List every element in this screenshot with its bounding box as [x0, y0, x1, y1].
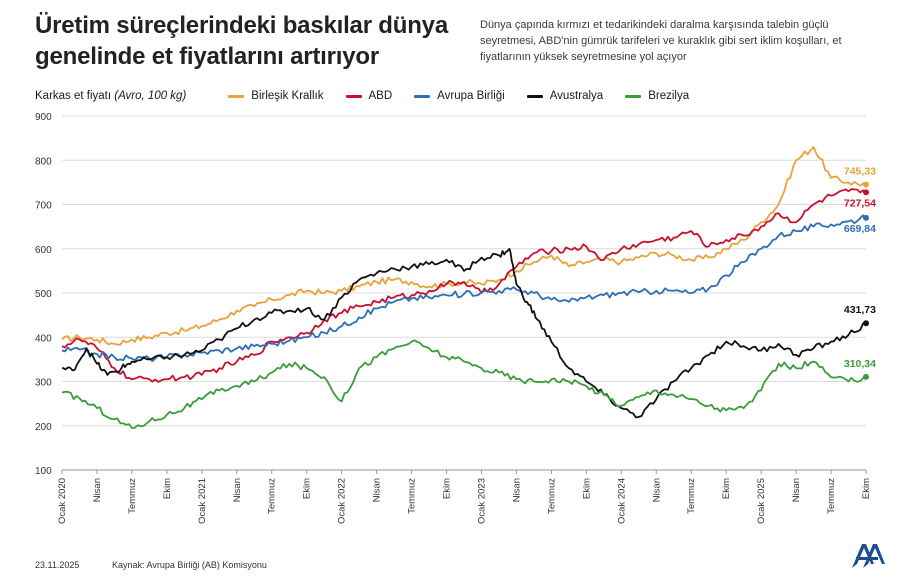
x-tick-label: Ocak 2020 — [57, 478, 68, 524]
legend-item: Brezilya — [625, 90, 689, 102]
x-tick-label: Ekim — [581, 478, 592, 499]
legend-swatch — [526, 94, 543, 98]
legend-swatch — [414, 94, 431, 98]
series-end-label: 745,33 — [844, 165, 876, 177]
x-tick-label: Ekim — [302, 478, 313, 499]
series-end-marker — [863, 214, 869, 221]
footer-date: 23.11.2025 — [35, 560, 80, 570]
y-tick-label: 400 — [35, 333, 52, 344]
legend-swatch — [228, 94, 245, 98]
aa-logo — [852, 544, 885, 568]
chart-subtitle: Dünya çapında kırmızı et tedarikindeki d… — [480, 19, 842, 63]
series-line-abd — [61, 188, 867, 383]
series-line-avustralya — [62, 247, 867, 419]
series-end-marker — [863, 181, 869, 188]
x-tick-label: Ocak 2022 — [337, 478, 348, 524]
x-tick-label: Ekim — [861, 478, 872, 499]
series-end-marker — [863, 189, 869, 196]
x-tick-label: Nisan — [651, 478, 662, 502]
footer-source: Kaynak: Avrupa Birliği (AB) Komisyonu — [112, 560, 267, 570]
legend-label: Brezilya — [648, 90, 690, 102]
legend-item: Avrupa Birliği — [414, 90, 505, 102]
legend-items: Birleşik Krallık ABD Avrupa Birliği Avustra… — [228, 90, 711, 102]
x-tick-label: Nisan — [92, 478, 103, 502]
x-tick-label: Temmuz — [686, 478, 697, 514]
x-tick-label: Temmuz — [127, 478, 138, 514]
series-line-birle-ik-krall-k — [61, 146, 867, 346]
legend-label: Avrupa Birliği — [437, 90, 505, 102]
series-end-marker — [863, 373, 869, 380]
series-end-label: 310,34 — [844, 358, 876, 370]
x-tick-label: Temmuz — [546, 478, 557, 514]
y-tick-label: 600 — [35, 245, 52, 256]
chart-title: Üretim süreçlerindeki baskılar dünya gen… — [35, 12, 448, 70]
x-tick-label: Ekim — [162, 478, 173, 499]
legend-swatch — [625, 94, 642, 98]
legend-swatch — [345, 94, 362, 98]
y-tick-label: 300 — [35, 378, 52, 389]
y-unit-label: Karkas et fiyatı (Avro, 100 kg) — [35, 90, 186, 102]
x-tick-label: Temmuz — [267, 478, 278, 514]
series-end-label: 727,54 — [844, 197, 876, 209]
legend-label: ABD — [368, 90, 393, 102]
legend: Karkas et fiyatı (Avro, 100 kg) Birleşik… — [35, 87, 895, 105]
x-tick-label: Temmuz — [826, 478, 837, 514]
x-tick-label: Temmuz — [407, 478, 418, 514]
legend-item: Birleşik Krallık — [228, 90, 324, 102]
series-end-marker — [863, 320, 869, 327]
legend-item: ABD — [345, 90, 393, 102]
x-tick-label: Ocak 2024 — [616, 478, 627, 524]
x-tick-label: Ocak 2021 — [197, 478, 208, 524]
series-end-label: 669,84 — [844, 223, 876, 235]
y-tick-label: 100 — [35, 466, 52, 477]
y-tick-label: 500 — [35, 289, 52, 300]
y-tick-label: 900 — [35, 112, 52, 123]
series-line-brezilya — [61, 339, 867, 429]
legend-label: Avustralya — [549, 90, 604, 102]
series-line-avrupa-birli-i — [61, 214, 867, 363]
x-tick-label: Ekim — [721, 478, 732, 499]
x-tick-label: Ocak 2025 — [756, 478, 767, 524]
y-tick-label: 700 — [35, 201, 52, 212]
x-tick-label: Nisan — [372, 478, 383, 502]
legend-label: Birleşik Krallık — [251, 90, 324, 102]
x-tick-label: Ekim — [442, 478, 453, 499]
x-tick-label: Nisan — [232, 478, 243, 502]
y-unit-text: Karkas et fiyatı — [35, 90, 112, 102]
y-tick-label: 800 — [35, 156, 52, 167]
y-unit-italic: (Avro, 100 kg) — [114, 90, 187, 102]
x-tick-label: Nisan — [511, 478, 522, 502]
x-tick-label: Nisan — [791, 478, 802, 502]
x-tick-label: Ocak 2023 — [476, 478, 487, 524]
series-end-label: 431,73 — [844, 304, 876, 316]
legend-item: Avustralya — [526, 90, 604, 102]
y-tick-label: 200 — [35, 422, 52, 433]
